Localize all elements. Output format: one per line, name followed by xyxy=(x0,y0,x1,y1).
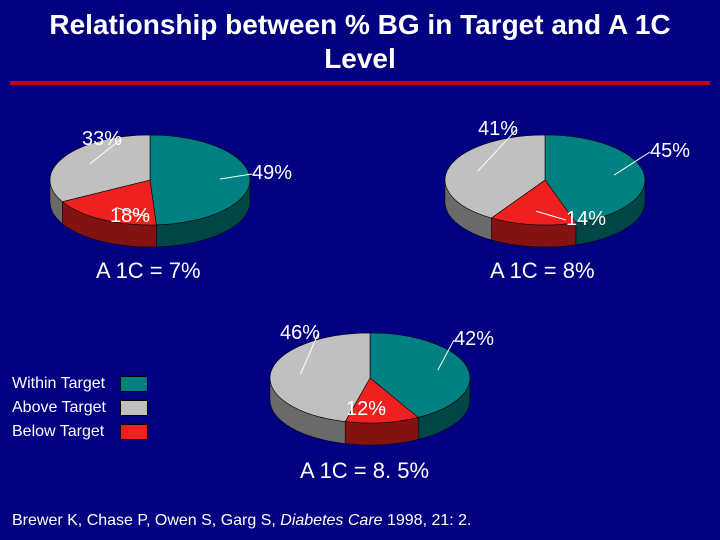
slice-label: 46% xyxy=(280,322,320,345)
slice-label: 14% xyxy=(566,208,606,231)
slide-title: Relationship between % BG in Target and … xyxy=(0,0,720,79)
legend-label: Below Target xyxy=(12,423,120,441)
slice-label: 18% xyxy=(110,205,150,228)
legend-swatch xyxy=(120,424,148,440)
legend: Within Target Above Target Below Target xyxy=(12,375,148,447)
horizontal-rule xyxy=(10,81,710,85)
slice-label: 49% xyxy=(252,162,292,185)
chart-subtitle: A 1C = 8% xyxy=(490,258,595,284)
citation-authors: Brewer K, Chase P, Owen S, Garg S, xyxy=(12,512,280,529)
slice-label: 12% xyxy=(346,398,386,421)
slice-label: 42% xyxy=(454,328,494,351)
legend-swatch xyxy=(120,376,148,392)
legend-label: Above Target xyxy=(12,399,120,417)
legend-swatch xyxy=(120,400,148,416)
legend-item: Within Target xyxy=(12,375,148,393)
citation: Brewer K, Chase P, Owen S, Garg S, Diabe… xyxy=(12,512,472,530)
legend-item: Below Target xyxy=(12,423,148,441)
slice-label: 41% xyxy=(478,118,518,141)
citation-journal: Diabetes Care xyxy=(280,512,387,529)
citation-rest: 1998, 21: 2. xyxy=(387,512,472,529)
slice-label: 33% xyxy=(82,128,122,151)
slice-label: 45% xyxy=(650,140,690,163)
legend-label: Within Target xyxy=(12,375,120,393)
chart-subtitle: A 1C = 7% xyxy=(96,258,201,284)
chart-subtitle: A 1C = 8. 5% xyxy=(300,458,429,484)
legend-item: Above Target xyxy=(12,399,148,417)
